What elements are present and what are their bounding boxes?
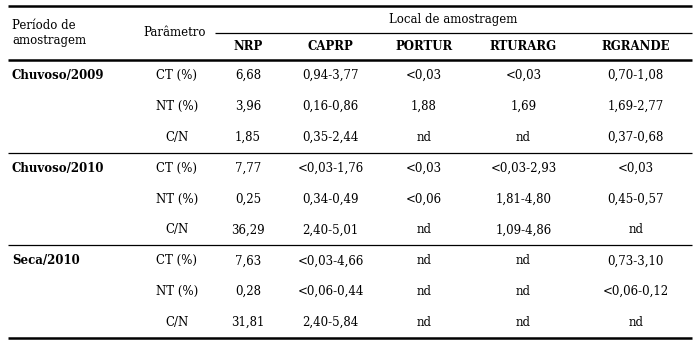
Text: PORTUR: PORTUR	[395, 40, 452, 53]
Text: 36,29: 36,29	[231, 223, 265, 236]
Text: <0,06-0,44: <0,06-0,44	[297, 285, 364, 298]
Text: 2,40-5,84: 2,40-5,84	[303, 316, 359, 329]
Text: nd: nd	[516, 131, 531, 144]
Text: Seca/2010: Seca/2010	[12, 254, 80, 267]
Text: 0,45-0,57: 0,45-0,57	[607, 193, 664, 205]
Text: nd: nd	[417, 254, 431, 267]
Text: 0,73-3,10: 0,73-3,10	[608, 254, 664, 267]
Text: NT (%): NT (%)	[156, 193, 198, 205]
Text: 0,16-0,86: 0,16-0,86	[303, 100, 359, 113]
Text: Período de
amostragem: Período de amostragem	[12, 19, 86, 47]
Text: 7,63: 7,63	[235, 254, 261, 267]
Text: <0,03: <0,03	[406, 69, 442, 82]
Text: nd: nd	[516, 254, 531, 267]
Text: nd: nd	[417, 223, 431, 236]
Text: nd: nd	[516, 316, 531, 329]
Text: 1,09-4,86: 1,09-4,86	[496, 223, 551, 236]
Text: nd: nd	[628, 223, 644, 236]
Text: nd: nd	[417, 131, 431, 144]
Text: CT (%): CT (%)	[156, 69, 198, 82]
Text: C/N: C/N	[165, 223, 188, 236]
Text: <0,03-1,76: <0,03-1,76	[297, 162, 364, 175]
Text: Local de amostragem: Local de amostragem	[389, 13, 518, 26]
Text: Parâmetro: Parâmetro	[144, 26, 206, 40]
Text: 1,88: 1,88	[411, 100, 437, 113]
Text: CT (%): CT (%)	[156, 254, 198, 267]
Text: nd: nd	[628, 316, 644, 329]
Text: 2,40-5,01: 2,40-5,01	[303, 223, 359, 236]
Text: Chuvoso/2009: Chuvoso/2009	[12, 69, 105, 82]
Text: RTURARG: RTURARG	[490, 40, 557, 53]
Text: 0,35-2,44: 0,35-2,44	[302, 131, 359, 144]
Text: <0,03: <0,03	[505, 69, 542, 82]
Text: 1,69: 1,69	[510, 100, 537, 113]
Text: NT (%): NT (%)	[156, 285, 198, 298]
Text: <0,06-0,12: <0,06-0,12	[603, 285, 669, 298]
Text: <0,03: <0,03	[406, 162, 442, 175]
Text: C/N: C/N	[165, 316, 188, 329]
Text: 0,37-0,68: 0,37-0,68	[608, 131, 664, 144]
Text: 1,81-4,80: 1,81-4,80	[496, 193, 551, 205]
Text: 0,34-0,49: 0,34-0,49	[302, 193, 359, 205]
Text: RGRANDE: RGRANDE	[602, 40, 670, 53]
Text: CT (%): CT (%)	[156, 162, 198, 175]
Text: 3,96: 3,96	[235, 100, 261, 113]
Text: Chuvoso/2010: Chuvoso/2010	[12, 162, 105, 175]
Text: 1,69-2,77: 1,69-2,77	[608, 100, 664, 113]
Text: 7,77: 7,77	[235, 162, 261, 175]
Text: <0,06: <0,06	[406, 193, 442, 205]
Text: <0,03-4,66: <0,03-4,66	[297, 254, 364, 267]
Text: nd: nd	[417, 285, 431, 298]
Text: CAPRP: CAPRP	[308, 40, 354, 53]
Text: nd: nd	[417, 316, 431, 329]
Text: <0,03-2,93: <0,03-2,93	[490, 162, 556, 175]
Text: nd: nd	[516, 285, 531, 298]
Text: 6,68: 6,68	[235, 69, 261, 82]
Text: 0,70-1,08: 0,70-1,08	[608, 69, 664, 82]
Text: NT (%): NT (%)	[156, 100, 198, 113]
Text: 31,81: 31,81	[231, 316, 265, 329]
Text: 0,94-3,77: 0,94-3,77	[302, 69, 359, 82]
Text: 0,25: 0,25	[235, 193, 261, 205]
Text: <0,03: <0,03	[618, 162, 654, 175]
Text: C/N: C/N	[165, 131, 188, 144]
Text: 0,28: 0,28	[235, 285, 261, 298]
Text: NRP: NRP	[233, 40, 262, 53]
Text: 1,85: 1,85	[235, 131, 261, 144]
